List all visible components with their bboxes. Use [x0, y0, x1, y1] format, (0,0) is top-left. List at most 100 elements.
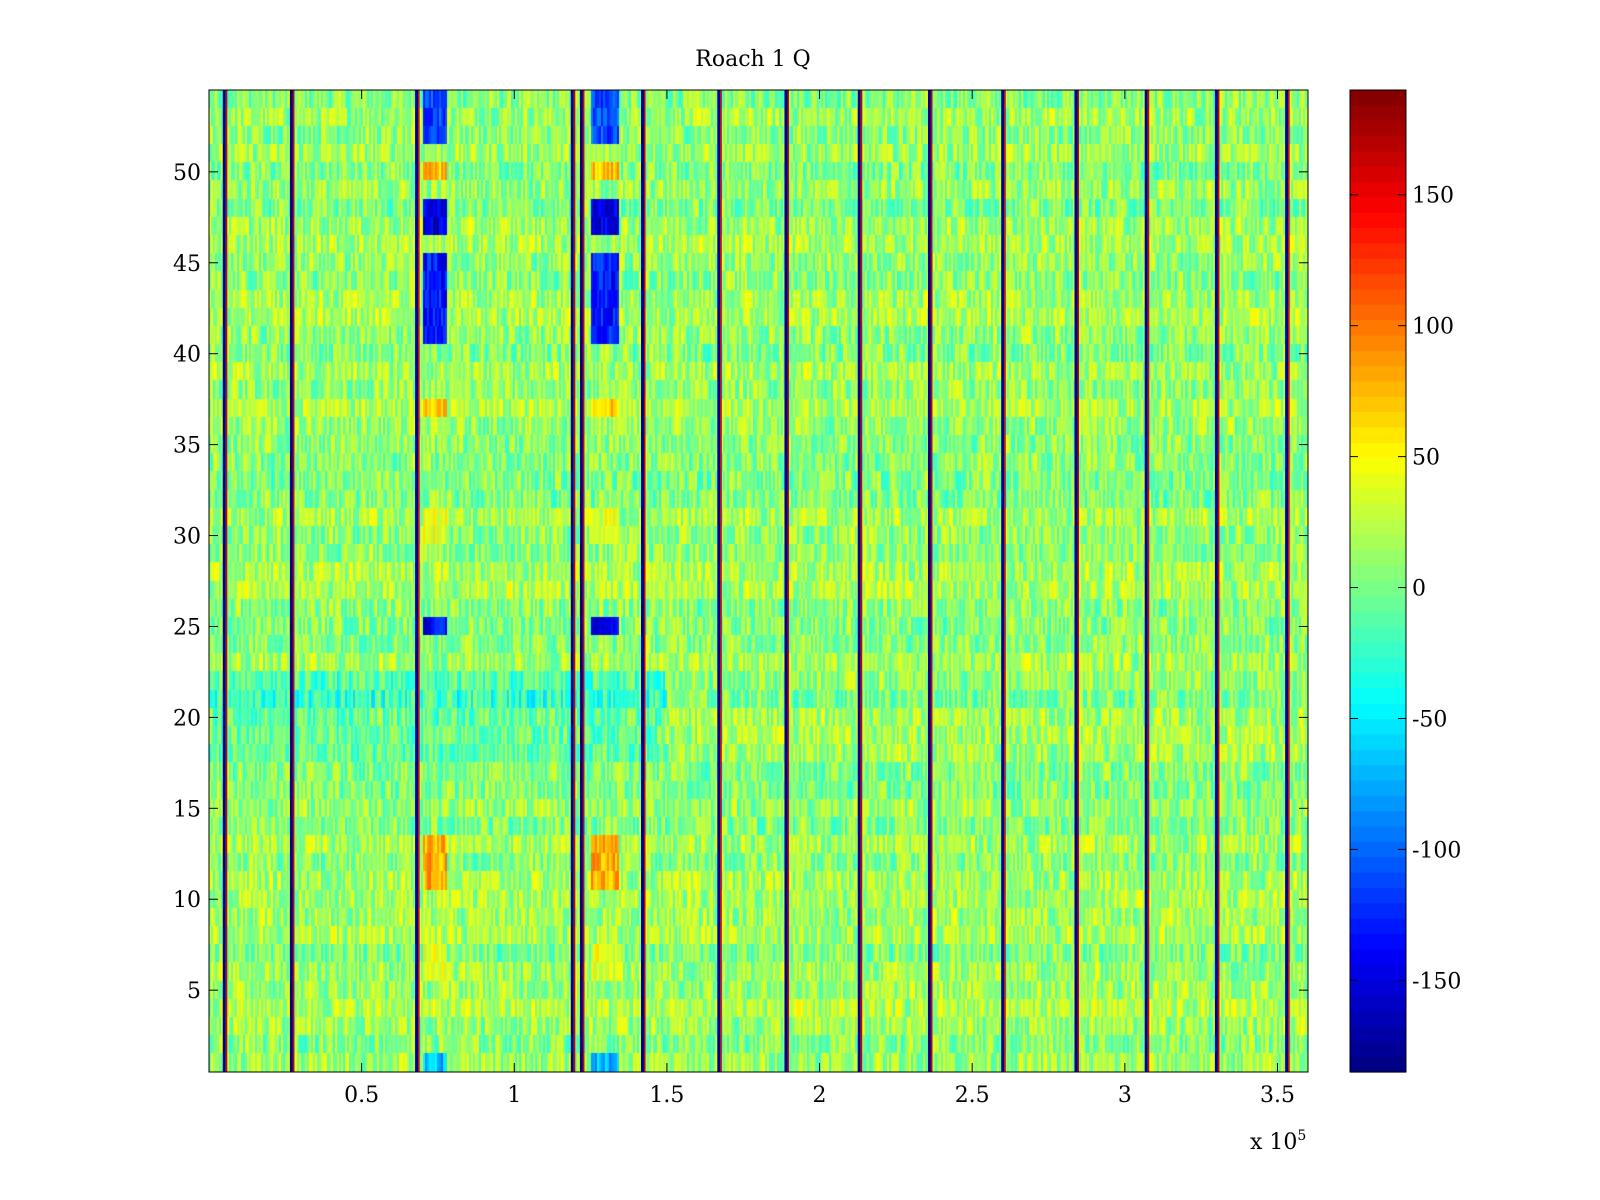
y-tick-label: 50	[173, 161, 201, 186]
spike-column	[1285, 90, 1289, 1072]
colorbar-swatch	[1350, 412, 1406, 429]
colorbar-swatch	[1350, 504, 1406, 521]
x-tick-label: 2	[813, 1083, 827, 1108]
spike-column	[1144, 90, 1148, 1072]
colorbar-swatch	[1350, 979, 1406, 996]
spike-column-edge	[1077, 90, 1079, 1072]
x-axis: 0.5 1 1.5 2 2.5 3 3.5	[344, 90, 1295, 1108]
spike-column-edge	[573, 90, 576, 1072]
chart-title: Roach 1 Q	[695, 47, 810, 72]
spike-column	[222, 90, 226, 1072]
y-tick-label: 5	[187, 979, 201, 1004]
spike-column	[415, 90, 419, 1072]
colorbar-swatch	[1350, 473, 1406, 490]
x-tick-label: 3	[1118, 1083, 1132, 1108]
y-tick-label: 45	[173, 252, 201, 277]
spike-column	[570, 90, 574, 1072]
colorbar-swatch	[1350, 841, 1406, 858]
colorbar-swatch	[1350, 673, 1406, 690]
colorbar-swatch	[1350, 151, 1406, 168]
colorbar-swatch	[1350, 1010, 1406, 1027]
spike-column	[1214, 90, 1218, 1072]
x-tick-label: 2.5	[955, 1083, 990, 1108]
colorbar-swatch	[1350, 335, 1406, 352]
colorbar-swatch	[1350, 350, 1406, 367]
colorbar-swatch	[1350, 765, 1406, 782]
spike-column-edge	[787, 90, 789, 1072]
spike-column-edge	[860, 90, 863, 1072]
y-tick-label: 20	[173, 706, 201, 731]
colorbar-swatch	[1350, 611, 1406, 628]
spike-column	[1001, 90, 1005, 1072]
colorbar-frame	[1349, 89, 1407, 1073]
colorbar-axis: 150 100 50 0 -50 -100 -150	[1350, 184, 1461, 994]
heatmap-image	[209, 90, 1308, 1072]
spike-column-edge	[720, 90, 722, 1072]
colorbar-swatch	[1350, 1025, 1406, 1042]
spike-column	[717, 90, 721, 1072]
x-tick-label: 0.5	[344, 1083, 379, 1108]
x-tick-label: 3.5	[1260, 1083, 1295, 1108]
colorbar-swatch	[1350, 903, 1406, 920]
spike-column-edge	[582, 90, 585, 1072]
colorbar-swatch	[1350, 1041, 1406, 1058]
colorbar-swatch	[1350, 289, 1406, 306]
colorbar-swatch	[1350, 703, 1406, 720]
spike-column-edge	[418, 90, 420, 1072]
colorbar-tick-label: -100	[1412, 838, 1461, 863]
colorbar-swatch	[1350, 458, 1406, 475]
spike-column-edge	[930, 90, 933, 1072]
colorbar	[1350, 90, 1406, 1073]
colorbar-swatch	[1350, 734, 1406, 751]
colorbar-swatch	[1350, 657, 1406, 674]
x-multiplier-base: x 10	[1250, 1130, 1297, 1155]
spike-column-edge	[1004, 90, 1006, 1072]
x-multiplier-exponent: 5	[1297, 1128, 1306, 1144]
colorbar-swatch	[1350, 1056, 1406, 1073]
colorbar-swatch	[1350, 534, 1406, 551]
colorbar-tick-label: -50	[1412, 707, 1447, 732]
x-tick-label: 1.5	[649, 1083, 684, 1108]
spike-column-edge	[1147, 90, 1150, 1072]
colorbar-swatch	[1350, 120, 1406, 137]
colorbar-swatch	[1350, 427, 1406, 444]
plot-frame	[208, 89, 1309, 1073]
heatmap-plot	[209, 90, 1308, 1072]
colorbar-swatch	[1350, 795, 1406, 812]
colorbar-swatch	[1350, 304, 1406, 321]
x-axis-multiplier: x 105	[1250, 1128, 1306, 1155]
spike-column	[289, 90, 293, 1072]
colorbar-swatch	[1350, 366, 1406, 383]
colorbar-swatch	[1350, 857, 1406, 874]
colorbar-swatch	[1350, 719, 1406, 736]
spike-column	[784, 90, 788, 1072]
spike-column-edge	[1288, 90, 1290, 1072]
spike-column	[1074, 90, 1078, 1072]
x-tick-label: 1	[507, 1083, 521, 1108]
colorbar-swatch	[1350, 550, 1406, 567]
colorbar-swatch	[1350, 918, 1406, 935]
colorbar-swatch	[1350, 581, 1406, 597]
spike-column	[640, 90, 644, 1072]
colorbar-swatch	[1350, 212, 1406, 229]
colorbar-swatch	[1350, 381, 1406, 398]
colorbar-swatch	[1350, 565, 1406, 582]
colorbar-tick-label: -150	[1412, 969, 1461, 994]
spike-column-edge	[643, 90, 646, 1072]
colorbar-swatch	[1350, 780, 1406, 797]
colorbar-swatch	[1350, 243, 1406, 260]
y-tick-label: 15	[173, 797, 201, 822]
spike-column-edge	[1217, 90, 1220, 1072]
spike-column	[579, 90, 583, 1072]
colorbar-swatch	[1350, 811, 1406, 828]
colorbar-swatch	[1350, 90, 1406, 106]
y-tick-label: 40	[173, 343, 201, 368]
colorbar-swatch	[1350, 182, 1406, 199]
colorbar-swatch	[1350, 197, 1406, 214]
colorbar-swatch	[1350, 105, 1406, 122]
spike-column-edge	[292, 90, 295, 1072]
colorbar-swatch	[1350, 826, 1406, 843]
y-axis: 5 10 15 20 25 30 35 40 45 50	[173, 161, 1308, 1004]
colorbar-swatch	[1350, 274, 1406, 291]
